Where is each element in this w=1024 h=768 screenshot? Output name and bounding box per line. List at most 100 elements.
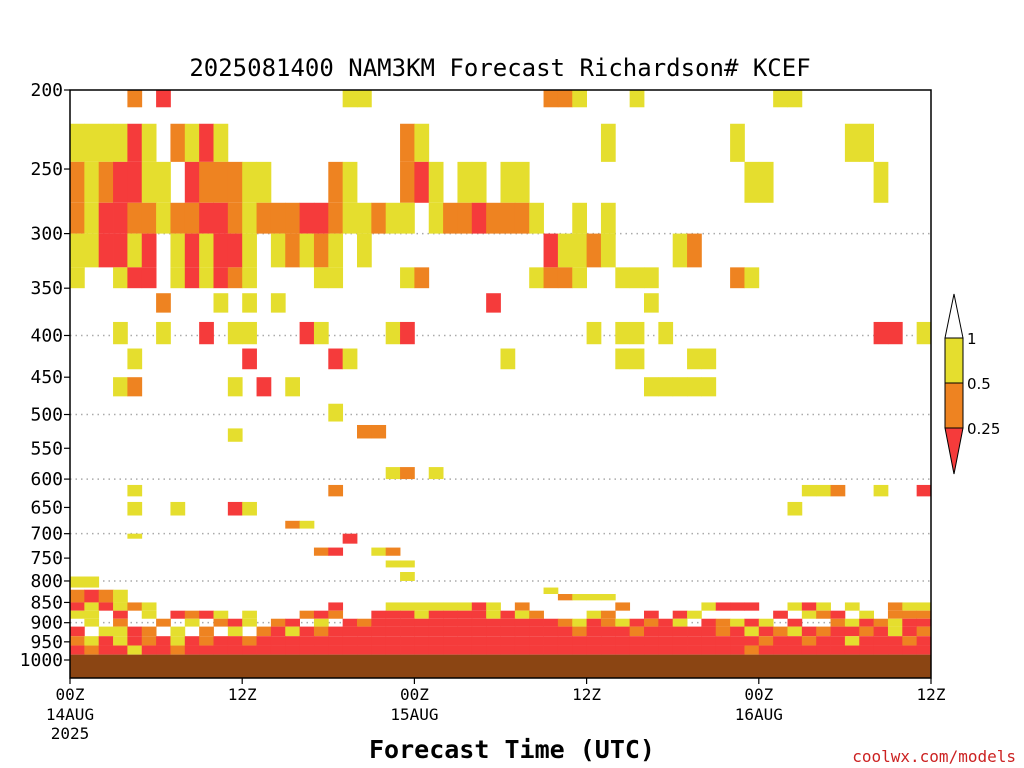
ri-cell bbox=[443, 636, 458, 646]
ri-cell bbox=[557, 636, 573, 646]
ri-cell bbox=[586, 610, 602, 619]
ri-cell bbox=[141, 161, 157, 203]
ri-cell bbox=[156, 645, 171, 655]
ri-cell bbox=[270, 626, 286, 637]
ri-cell bbox=[586, 233, 602, 268]
ri-cell bbox=[572, 202, 587, 234]
ri-cell bbox=[471, 161, 487, 203]
legend-arrow-bottom bbox=[944, 427, 964, 475]
ri-cell bbox=[629, 90, 645, 108]
ri-cell bbox=[242, 636, 257, 646]
ri-cell bbox=[84, 645, 100, 655]
ri-cell bbox=[572, 645, 587, 655]
ri-cell bbox=[70, 576, 85, 588]
ri-cell bbox=[170, 123, 186, 162]
ri-cell bbox=[486, 626, 501, 637]
ri-cell bbox=[213, 202, 229, 234]
ri-cell bbox=[873, 484, 889, 497]
ri-cell bbox=[113, 377, 128, 397]
y-tick-label: 500 bbox=[30, 405, 63, 426]
ri-cell bbox=[658, 645, 674, 655]
ri-cell bbox=[414, 610, 430, 619]
ri-cell bbox=[256, 202, 272, 234]
ri-cell bbox=[471, 610, 487, 619]
ri-cell bbox=[98, 123, 114, 162]
ri-cell bbox=[529, 645, 544, 655]
y-tick-label: 850 bbox=[30, 592, 63, 613]
ri-cell bbox=[471, 645, 487, 655]
ri-cell bbox=[385, 645, 401, 655]
ri-cell bbox=[256, 645, 272, 655]
ri-cell bbox=[313, 233, 329, 268]
plot-frame bbox=[69, 89, 932, 679]
ri-cell bbox=[70, 202, 85, 234]
ri-cell bbox=[658, 626, 674, 637]
ri-cell bbox=[213, 293, 229, 313]
ri-cell bbox=[557, 594, 573, 601]
ri-cell bbox=[371, 636, 387, 646]
ri-cell bbox=[385, 547, 401, 556]
ri-cell bbox=[127, 501, 143, 516]
ri-cell bbox=[773, 610, 788, 619]
legend-label: 0.5 bbox=[967, 375, 991, 393]
ri-cell bbox=[859, 626, 874, 637]
ri-cell bbox=[141, 645, 157, 655]
ri-cell bbox=[328, 626, 344, 637]
ri-cell bbox=[500, 626, 516, 637]
ri-cell bbox=[342, 618, 358, 627]
ri-cell bbox=[902, 618, 918, 627]
ri-cell bbox=[787, 636, 803, 646]
ri-cell bbox=[227, 428, 243, 442]
ri-cell bbox=[428, 618, 444, 627]
ri-cell bbox=[658, 636, 674, 646]
ri-cell bbox=[113, 645, 128, 655]
ri-cell bbox=[744, 602, 760, 611]
ri-cell bbox=[113, 636, 128, 646]
ri-cell bbox=[887, 626, 903, 637]
ri-cell bbox=[385, 321, 401, 345]
ri-cell bbox=[328, 547, 344, 556]
ri-cell bbox=[701, 636, 717, 646]
ri-cell bbox=[902, 645, 918, 655]
ri-cell bbox=[600, 645, 616, 655]
legend-arrow-top bbox=[944, 293, 964, 339]
ri-cell bbox=[557, 267, 573, 289]
legend-box-high bbox=[944, 337, 964, 384]
ri-cell bbox=[672, 645, 688, 655]
ri-cell bbox=[687, 610, 702, 619]
ri-cell bbox=[572, 636, 587, 646]
ri-cell bbox=[629, 626, 645, 637]
ri-cell bbox=[428, 610, 444, 619]
ri-cell bbox=[98, 636, 114, 646]
ri-cell bbox=[84, 602, 100, 611]
ri-cell bbox=[84, 233, 100, 268]
x-tick-label: 00Z bbox=[744, 685, 773, 704]
x-tick-date: 15AUG bbox=[390, 705, 438, 724]
ri-cell bbox=[213, 123, 229, 162]
y-tick-label: 1000 bbox=[20, 650, 63, 671]
ri-cell bbox=[227, 321, 243, 345]
ri-cell bbox=[199, 636, 214, 646]
ri-cell bbox=[127, 626, 143, 637]
ri-cell bbox=[801, 645, 817, 655]
ri-cell bbox=[270, 645, 286, 655]
ri-cell bbox=[199, 202, 214, 234]
ri-cell bbox=[270, 293, 286, 313]
ri-cell bbox=[543, 636, 559, 646]
ri-cell bbox=[471, 636, 487, 646]
ri-cell bbox=[730, 645, 745, 655]
ri-cell bbox=[70, 626, 85, 637]
ri-cell bbox=[543, 645, 559, 655]
ri-cell bbox=[600, 202, 616, 234]
ri-cell bbox=[887, 618, 903, 627]
ri-cell bbox=[586, 626, 602, 637]
ri-cell bbox=[514, 618, 530, 627]
ri-cell bbox=[514, 202, 530, 234]
ri-cell bbox=[328, 602, 344, 611]
ri-cell bbox=[629, 348, 645, 370]
ri-cell bbox=[70, 123, 85, 162]
ri-cell bbox=[227, 626, 243, 637]
ri-cell bbox=[644, 645, 659, 655]
ri-cell bbox=[227, 161, 243, 203]
ri-cell bbox=[199, 161, 214, 203]
